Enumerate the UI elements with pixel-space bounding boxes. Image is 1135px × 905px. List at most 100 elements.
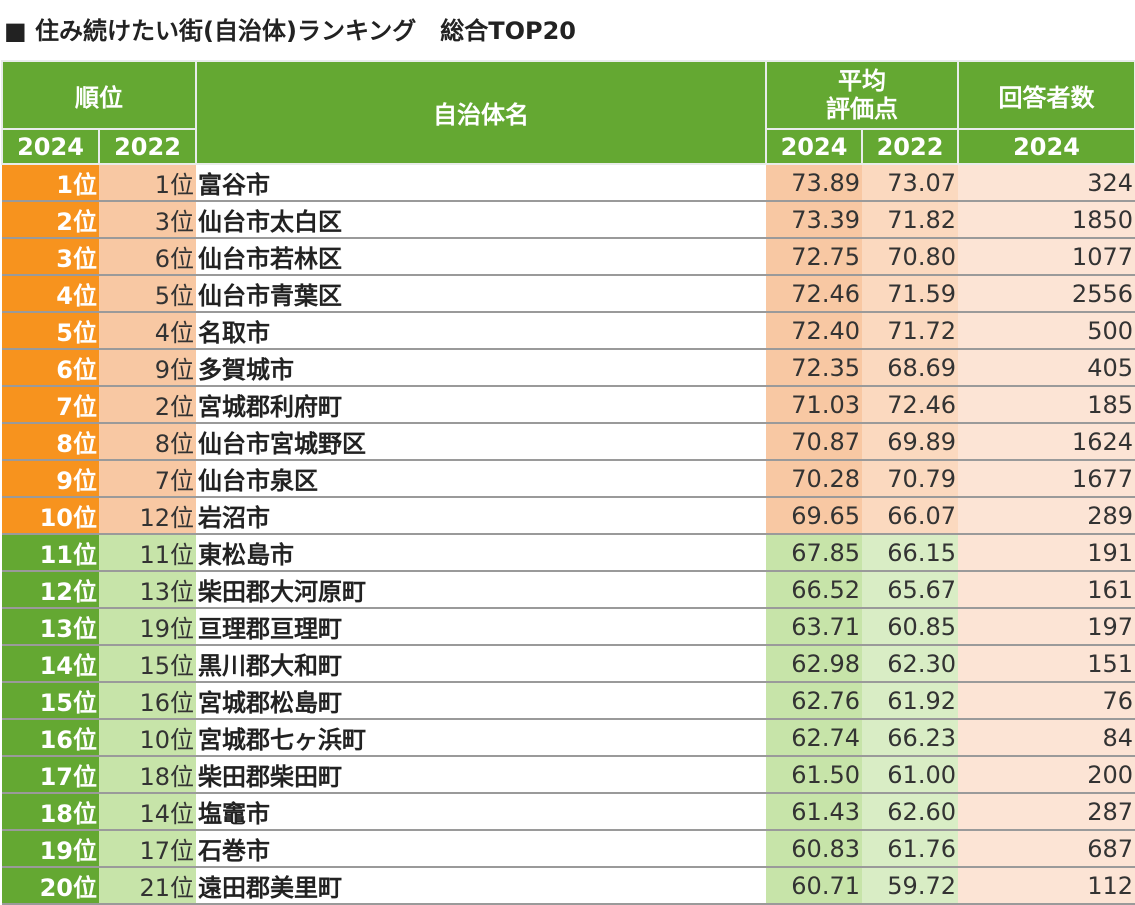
rank-2022-cell: 15位 (99, 645, 196, 683)
score-2024-cell: 61.43 (766, 793, 862, 831)
ranking-rows: 1位 1位 富谷市 73.89 73.07 324 2位 3位 仙台市太白区 73.39 71.82… (2, 164, 1135, 905)
score-2022-cell: 61.92 (862, 682, 958, 720)
score-2022-cell: 65.67 (862, 571, 958, 609)
rank-2024-cell: 5位 (2, 312, 99, 350)
score-2024-cell: 62.98 (766, 645, 862, 683)
table-row: 20位 21位 遠田郡美里町 60.71 59.72 112 (2, 867, 1135, 905)
rank-2022-cell: 7位 (99, 460, 196, 498)
year-header-row: 2024 2022 2024 2022 2024 (1, 128, 1135, 165)
table-row: 8位 8位 仙台市宮城野区 70.87 69.89 1624 (2, 423, 1135, 461)
rank-2024-cell: 6位 (2, 349, 99, 387)
respondent-count-cell: 112 (958, 867, 1135, 905)
table-row: 17位 18位 柴田郡柴田町 61.50 61.00 200 (2, 756, 1135, 794)
count-year-2024: 2024 (957, 128, 1135, 165)
score-2024-cell: 61.50 (766, 756, 862, 794)
municipality-name-cell: 亘理郡亘理町 (196, 608, 766, 646)
score-2022-cell: 70.80 (862, 238, 958, 276)
score-2024-cell: 71.03 (766, 386, 862, 424)
score-2022-cell: 66.07 (862, 497, 958, 535)
rank-2024-cell: 13位 (2, 608, 99, 646)
rank-2022-cell: 14位 (99, 793, 196, 831)
municipality-name-cell: 塩竈市 (196, 793, 766, 831)
rank-2024-cell: 2位 (2, 201, 99, 239)
score-2024-cell: 63.71 (766, 608, 862, 646)
respondent-count-cell: 1850 (958, 201, 1135, 239)
municipality-name-cell: 仙台市若林区 (196, 238, 766, 276)
rank-2022-cell: 18位 (99, 756, 196, 794)
municipality-name-cell: 仙台市青葉区 (196, 275, 766, 313)
score-2024-cell: 60.71 (766, 867, 862, 905)
respondent-count-cell: 200 (958, 756, 1135, 794)
score-2022-cell: 62.30 (862, 645, 958, 683)
score-2024-cell: 73.39 (766, 201, 862, 239)
score-2022-cell: 71.82 (862, 201, 958, 239)
table-row: 11位 11位 東松島市 67.85 66.15 191 (2, 534, 1135, 572)
municipality-name-cell: 宮城郡利府町 (196, 386, 766, 424)
score-2022-cell: 73.07 (862, 164, 958, 202)
rank-2022-cell: 21位 (99, 867, 196, 905)
respondent-count-cell: 687 (958, 830, 1135, 868)
rank-2022-cell: 10位 (99, 719, 196, 757)
rank-2022-cell: 6位 (99, 238, 196, 276)
table-row: 5位 4位 名取市 72.40 71.72 500 (2, 312, 1135, 350)
score-2024-cell: 72.40 (766, 312, 862, 350)
score-2022-cell: 61.76 (862, 830, 958, 868)
respondent-count-cell: 324 (958, 164, 1135, 202)
respondent-count-cell: 185 (958, 386, 1135, 424)
score-2024-cell: 62.76 (766, 682, 862, 720)
table-row: 15位 16位 宮城郡松島町 62.76 61.92 76 (2, 682, 1135, 720)
rank-2024-cell: 7位 (2, 386, 99, 424)
score-2022-cell: 62.60 (862, 793, 958, 831)
municipality-name-cell: 多賀城市 (196, 349, 766, 387)
table-row: 18位 14位 塩竈市 61.43 62.60 287 (2, 793, 1135, 831)
header-row: 順位 自治体名 平均 評価点 回答者数 (1, 60, 1135, 165)
rank-2022-cell: 16位 (99, 682, 196, 720)
score-2024-cell: 67.85 (766, 534, 862, 572)
municipality-name-cell: 名取市 (196, 312, 766, 350)
rank-2022-cell: 12位 (99, 497, 196, 535)
rank-2022-cell: 5位 (99, 275, 196, 313)
rank-2022-cell: 11位 (99, 534, 196, 572)
score-2024-cell: 72.35 (766, 349, 862, 387)
table-row: 12位 13位 柴田郡大河原町 66.52 65.67 161 (2, 571, 1135, 609)
score-2022-cell: 71.59 (862, 275, 958, 313)
municipality-name-cell: 富谷市 (196, 164, 766, 202)
respondent-count-cell: 76 (958, 682, 1135, 720)
rank-2022-cell: 19位 (99, 608, 196, 646)
respondent-count-cell: 161 (958, 571, 1135, 609)
rank-2024-cell: 19位 (2, 830, 99, 868)
rank-2024-cell: 3位 (2, 238, 99, 276)
score-2022-cell: 70.79 (862, 460, 958, 498)
score-2022-cell: 68.69 (862, 349, 958, 387)
rank-2024-cell: 20位 (2, 867, 99, 905)
respondent-count-cell: 405 (958, 349, 1135, 387)
rank-2022-cell: 4位 (99, 312, 196, 350)
rank-2024-cell: 9位 (2, 460, 99, 498)
rank-2022-cell: 8位 (99, 423, 196, 461)
rank-year-2024: 2024 (1, 128, 100, 165)
rank-header: 順位 (1, 60, 197, 130)
score-year-2024: 2024 (765, 128, 863, 165)
respondent-count-cell: 1624 (958, 423, 1135, 461)
municipality-name-cell: 仙台市宮城野区 (196, 423, 766, 461)
table-row: 4位 5位 仙台市青葉区 72.46 71.59 2556 (2, 275, 1135, 313)
name-header: 自治体名 (195, 60, 767, 165)
municipality-name-cell: 柴田郡柴田町 (196, 756, 766, 794)
rank-2024-cell: 1位 (2, 164, 99, 202)
ranking-table: 順位 自治体名 平均 評価点 回答者数 2024 2022 2024 2022 … (1, 60, 1135, 905)
table-row: 9位 7位 仙台市泉区 70.28 70.79 1677 (2, 460, 1135, 498)
score-2022-cell: 72.46 (862, 386, 958, 424)
score-header: 平均 評価点 (765, 60, 959, 130)
rank-2024-cell: 8位 (2, 423, 99, 461)
municipality-name-cell: 宮城郡松島町 (196, 682, 766, 720)
municipality-name-cell: 仙台市太白区 (196, 201, 766, 239)
score-2022-cell: 59.72 (862, 867, 958, 905)
table-row: 1位 1位 富谷市 73.89 73.07 324 (2, 164, 1135, 202)
score-2022-cell: 71.72 (862, 312, 958, 350)
respondent-count-cell: 84 (958, 719, 1135, 757)
rank-2022-cell: 17位 (99, 830, 196, 868)
municipality-name-cell: 柴田郡大河原町 (196, 571, 766, 609)
page-title: ■ 住み続けたい街(自治体)ランキング 総合TOP20 (4, 17, 577, 45)
rank-2024-cell: 17位 (2, 756, 99, 794)
rank-2024-cell: 12位 (2, 571, 99, 609)
